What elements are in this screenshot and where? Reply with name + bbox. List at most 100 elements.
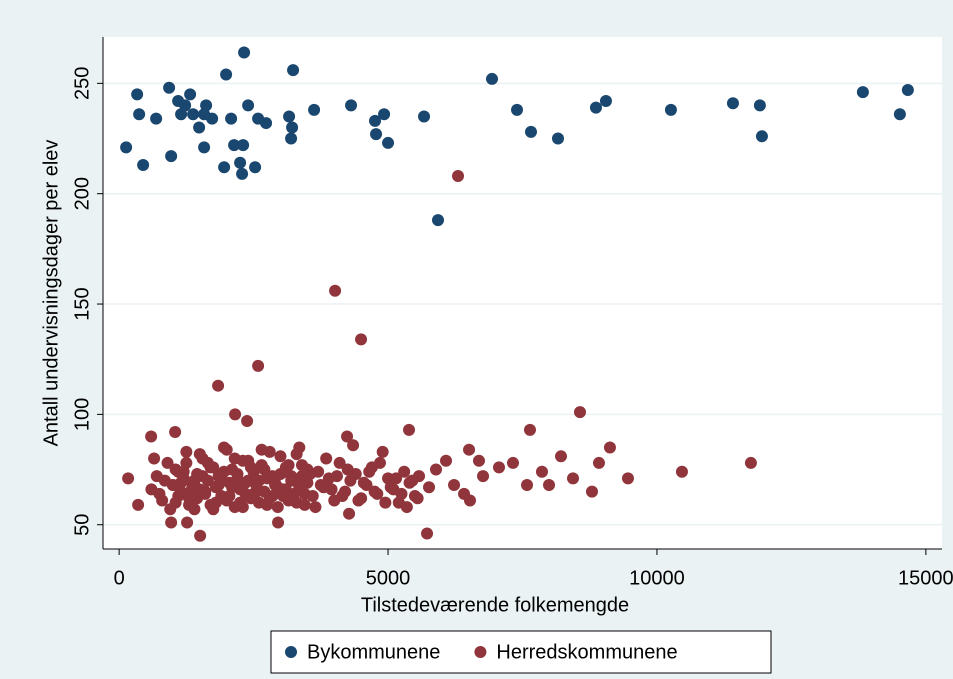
point (200, 99, 213, 112)
point (206, 112, 219, 125)
y-tick-label: 100 (71, 398, 93, 431)
point (341, 430, 354, 443)
point (252, 496, 265, 509)
point (285, 474, 298, 487)
point (430, 463, 443, 476)
point (301, 463, 314, 476)
point (145, 430, 158, 443)
point (355, 333, 368, 346)
point (198, 141, 211, 154)
point (345, 99, 358, 112)
point (286, 121, 299, 134)
point (329, 284, 342, 297)
point (229, 408, 242, 421)
point (204, 498, 217, 511)
point (511, 103, 524, 116)
point (241, 415, 254, 427)
point (285, 132, 298, 145)
point (184, 88, 197, 101)
x-tick-label: 5000 (366, 567, 411, 589)
point (237, 139, 250, 152)
point (486, 72, 499, 85)
x-tick-label: 10000 (629, 567, 685, 589)
point (567, 472, 580, 485)
point (555, 450, 568, 463)
point (238, 46, 251, 59)
legend-marker (474, 646, 487, 658)
point (271, 501, 284, 514)
point (753, 99, 766, 112)
point (161, 456, 174, 469)
y-tick-label: 50 (71, 514, 93, 536)
point (551, 132, 564, 145)
point (131, 88, 144, 101)
point (207, 461, 220, 474)
point (330, 470, 343, 483)
point (464, 494, 477, 507)
point (343, 507, 356, 520)
point (325, 483, 338, 496)
point (269, 476, 282, 489)
point (287, 64, 300, 77)
point (357, 476, 370, 489)
point (191, 467, 204, 480)
point (250, 479, 263, 491)
point (231, 472, 244, 485)
point (255, 459, 268, 472)
point (212, 470, 225, 483)
point (187, 108, 200, 121)
point (592, 456, 605, 469)
point (856, 86, 869, 99)
point (260, 117, 273, 130)
legend-label: Herredskommunene (496, 641, 677, 663)
point (252, 359, 265, 372)
point (279, 461, 292, 474)
point (212, 379, 225, 392)
point (236, 167, 249, 180)
point (290, 448, 303, 461)
point (347, 439, 360, 452)
point (193, 121, 206, 134)
point (506, 456, 519, 469)
point (521, 479, 534, 491)
y-tick-label: 200 (71, 177, 93, 210)
point (755, 130, 768, 143)
point (621, 472, 634, 485)
point (432, 214, 445, 227)
point (452, 170, 465, 183)
point (352, 494, 365, 507)
point (185, 476, 198, 489)
point (398, 465, 411, 478)
point (220, 68, 233, 81)
point (378, 108, 391, 121)
point (226, 463, 239, 476)
point (535, 465, 548, 478)
point (440, 454, 453, 467)
point (320, 452, 333, 465)
y-axis-title: Antall undervisningsdager per elev (40, 140, 62, 447)
point (368, 485, 381, 498)
point (163, 81, 176, 94)
point (220, 494, 233, 507)
point (194, 529, 207, 542)
point (411, 492, 424, 505)
point (242, 99, 255, 112)
point (423, 481, 436, 494)
point (573, 406, 586, 419)
point (199, 487, 212, 500)
point (599, 95, 612, 107)
point (379, 496, 392, 509)
point (403, 423, 416, 436)
point (180, 445, 193, 458)
point (395, 487, 408, 500)
point (166, 479, 179, 491)
point (744, 456, 757, 469)
point (421, 527, 434, 540)
point (585, 485, 598, 498)
point (169, 426, 182, 439)
point (201, 474, 214, 487)
point (333, 456, 346, 469)
point (266, 490, 279, 503)
point (664, 103, 677, 116)
point (196, 452, 209, 465)
